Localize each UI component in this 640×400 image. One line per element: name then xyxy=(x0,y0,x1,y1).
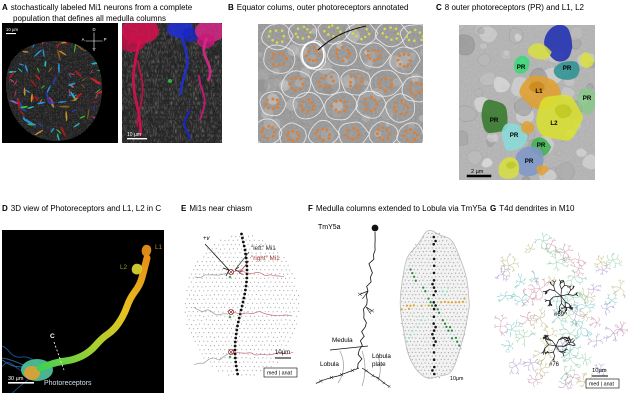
svg-text:PR: PR xyxy=(510,132,519,139)
svg-text:10 µm: 10 µm xyxy=(6,27,18,32)
svg-text:"left" Mi1: "left" Mi1 xyxy=(251,245,276,252)
svg-text:+v: +v xyxy=(203,236,211,242)
svg-text:Medula: Medula xyxy=(332,337,353,344)
svg-text:L2: L2 xyxy=(550,120,558,127)
svg-text:A: A xyxy=(82,37,85,42)
svg-text:L2: L2 xyxy=(120,264,128,271)
svg-text:PR: PR xyxy=(583,95,592,102)
svg-text:D: D xyxy=(92,27,95,32)
svg-text:PR: PR xyxy=(563,65,572,72)
svg-text:PR: PR xyxy=(525,158,534,165)
svg-text:Lobula: Lobula xyxy=(372,353,391,360)
svg-text:TmY5a: TmY5a xyxy=(318,224,341,231)
svg-text:L1: L1 xyxy=(155,244,163,251)
svg-text:Lobula: Lobula xyxy=(320,361,339,368)
svg-text:PR: PR xyxy=(517,64,526,71)
svg-text:10µm: 10µm xyxy=(450,376,464,382)
svg-text:PR: PR xyxy=(537,142,546,149)
svg-text:C: C xyxy=(50,333,55,340)
svg-text:"right" Mi1: "right" Mi1 xyxy=(251,255,280,262)
svg-text:10 µm: 10 µm xyxy=(127,132,141,138)
svg-text:plate: plate xyxy=(372,361,386,368)
svg-text:#76: #76 xyxy=(549,362,560,368)
svg-text:10µm: 10µm xyxy=(592,368,607,374)
svg-text:2 µm: 2 µm xyxy=(471,169,484,175)
svg-text:med | anat: med | anat xyxy=(589,382,614,388)
svg-text:L1: L1 xyxy=(535,88,543,95)
svg-text:P: P xyxy=(104,37,107,42)
svg-text:#69: #69 xyxy=(554,312,565,318)
svg-text:Photoreceptors: Photoreceptors xyxy=(44,380,92,387)
svg-text:10µm: 10µm xyxy=(275,350,290,356)
svg-text:med | anat: med | anat xyxy=(267,371,292,377)
svg-text:30 µm: 30 µm xyxy=(8,376,24,382)
svg-text:PR: PR xyxy=(490,117,499,124)
